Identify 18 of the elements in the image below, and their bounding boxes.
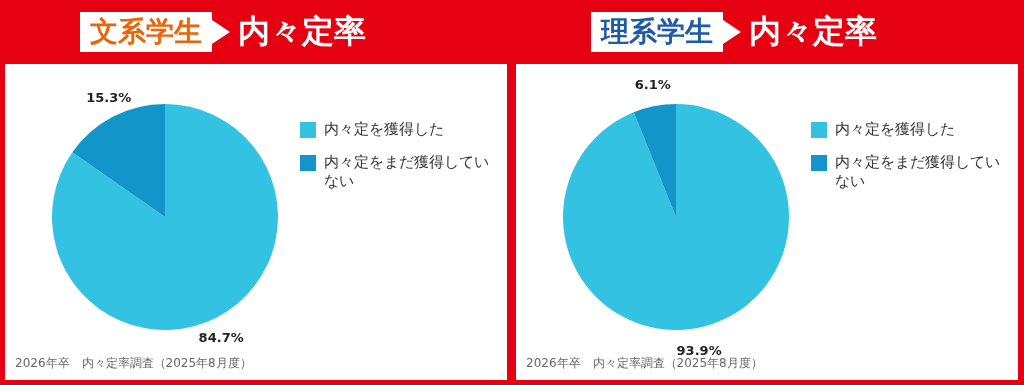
data-label: 15.3% — [86, 90, 132, 106]
pie-slice — [563, 104, 789, 330]
chart-title: 文系学生 — [80, 12, 212, 52]
pie-slice — [52, 104, 278, 330]
text: 2026年卒 内々定率調査（2025年8月度） — [15, 355, 252, 372]
pie-slice — [633, 104, 676, 217]
chart-subtitle: 内々定率 — [238, 11, 366, 52]
data-label: 93.9% — [676, 342, 722, 358]
chart-title: 理系学生 — [591, 12, 723, 52]
data-label: 6.1% — [634, 77, 671, 93]
legend-label: 内々定をまだ獲得していない — [324, 153, 490, 191]
legend-label: 内々定を獲得した — [324, 120, 444, 139]
chart-subtitle: 内々定率 — [749, 11, 877, 52]
legend-label: 内々定を獲得した — [835, 120, 955, 139]
legend-label: 内々定をまだ獲得していない — [835, 153, 1001, 191]
pie-slice — [72, 104, 165, 217]
data-label: 84.7% — [198, 329, 244, 345]
text: 2026年卒 内々定率調査（2025年8月度） — [526, 355, 763, 372]
